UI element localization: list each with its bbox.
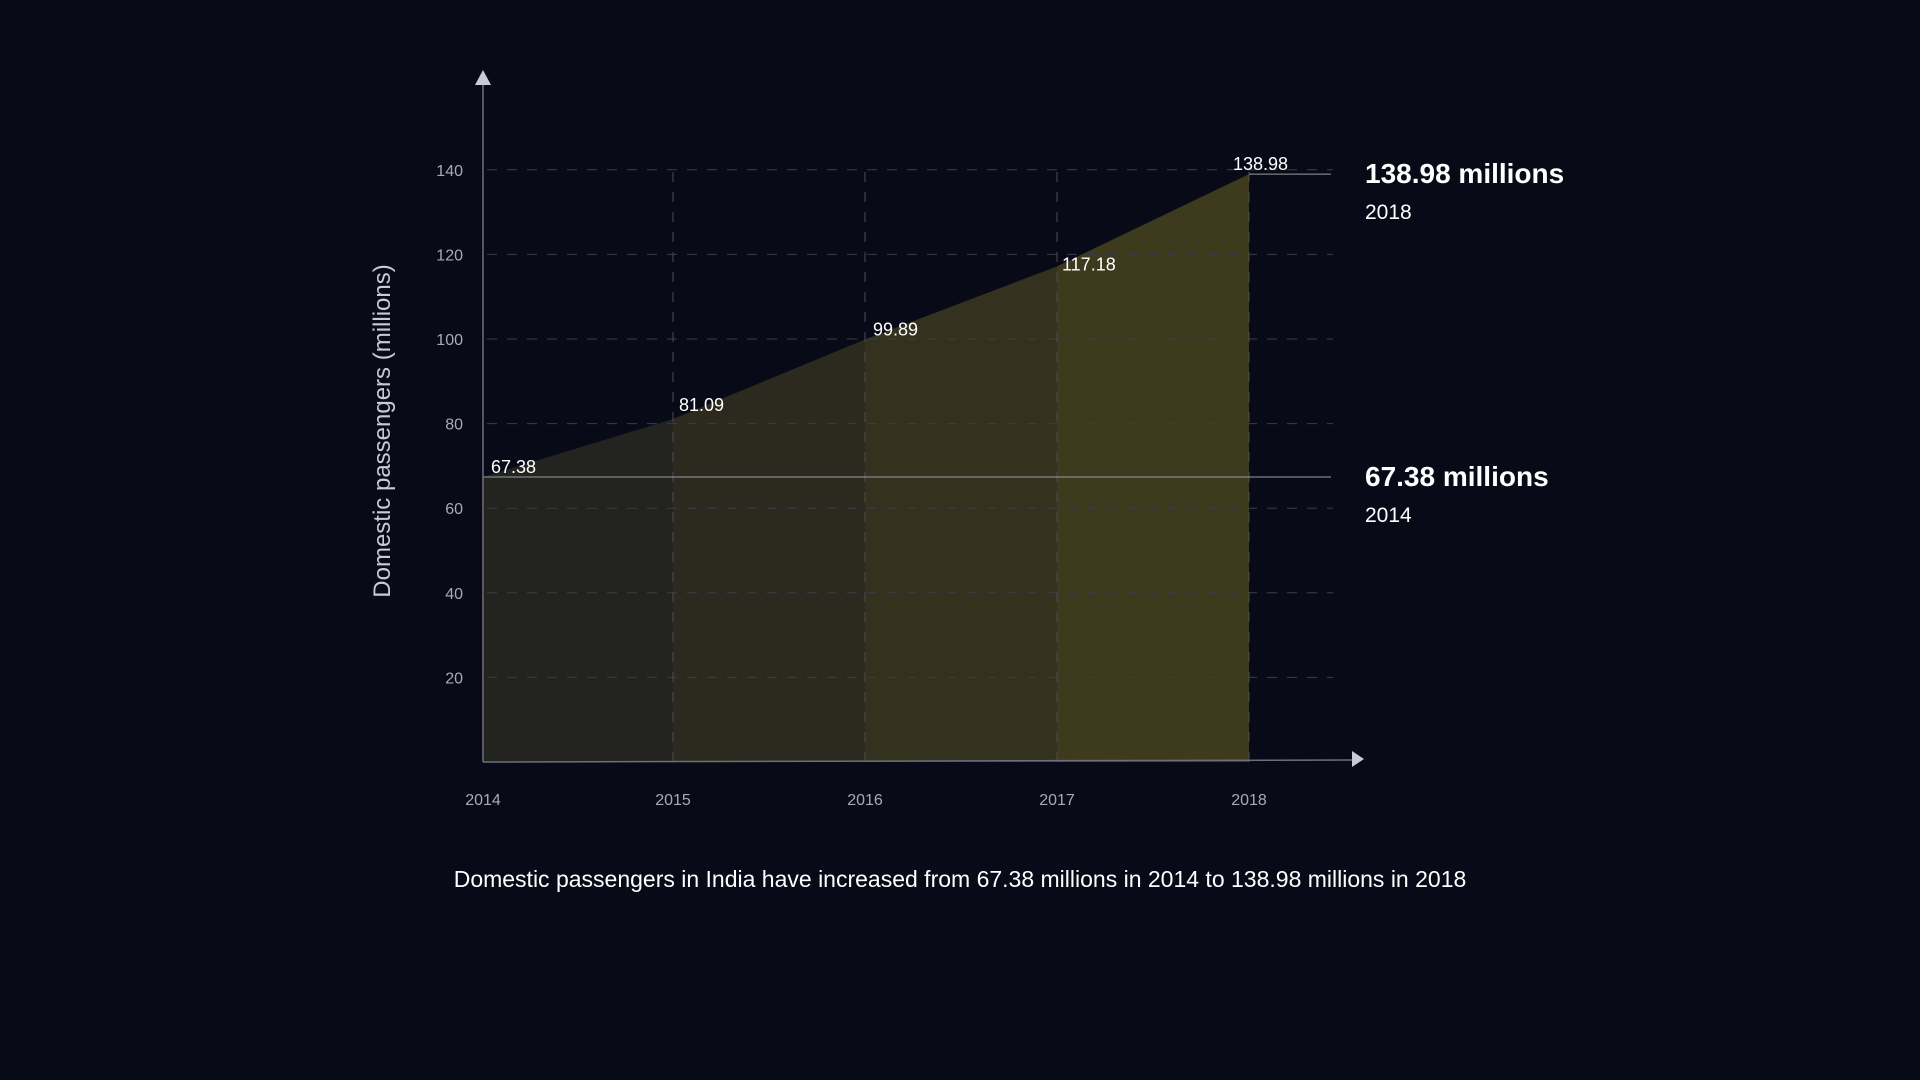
y-tick-label: 120 <box>436 247 463 264</box>
callout-year: 2014 <box>1365 504 1412 527</box>
y-axis-title: Domestic passengers (millions) <box>369 264 396 597</box>
data-label: 67.38 <box>491 457 536 477</box>
x-tick-label: 2016 <box>847 792 883 809</box>
y-tick-label: 20 <box>445 670 463 687</box>
area-segment <box>1057 174 1249 762</box>
data-label: 117.18 <box>1062 254 1116 274</box>
data-label: 138.98 <box>1233 154 1288 174</box>
x-tick-label: 2017 <box>1039 792 1075 809</box>
x-axis-line <box>482 759 1355 763</box>
y-tick-label: 80 <box>445 417 463 434</box>
x-tick-label: 2018 <box>1231 792 1267 809</box>
y-tick-label: 60 <box>445 501 463 518</box>
x-tick-label: 2015 <box>655 792 691 809</box>
area-segment <box>865 266 1057 762</box>
area-segment <box>483 418 673 762</box>
y-axis-arrow <box>475 70 491 85</box>
chart-caption: Domestic passengers in India have increa… <box>453 866 1467 892</box>
y-tick-label: 100 <box>436 332 463 349</box>
area-segment <box>673 339 865 762</box>
data-label: 99.89 <box>873 319 918 339</box>
callout-year: 2018 <box>1365 201 1412 224</box>
callout-value: 67.38 millions <box>1365 461 1549 492</box>
x-axis-arrow <box>1352 751 1364 767</box>
x-tick-label: 2014 <box>465 792 501 809</box>
y-tick-label: 140 <box>436 163 463 180</box>
data-label: 81.09 <box>679 395 724 415</box>
y-tick-label: 40 <box>445 586 463 603</box>
callout-value: 138.98 millions <box>1365 158 1564 189</box>
